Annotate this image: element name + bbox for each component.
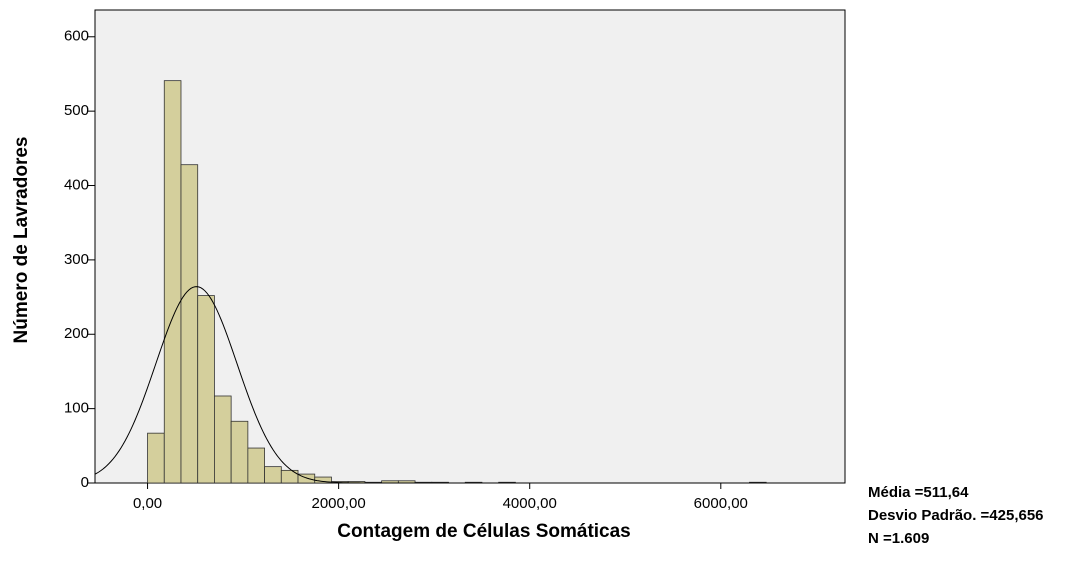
y-tick-label: 600	[64, 28, 89, 45]
y-tick-label: 400	[64, 176, 89, 193]
bar	[247, 447, 265, 483]
y-tick-label: 200	[64, 325, 89, 342]
x-tick-label: 0,00	[133, 495, 162, 512]
bar	[147, 432, 165, 483]
normal-curve	[95, 286, 845, 483]
y-tick-label: 0	[81, 474, 89, 491]
y-axis-label: Número de Lavradores	[11, 137, 32, 344]
y-tick-label: 300	[64, 251, 89, 268]
x-tick-label: 6000,00	[694, 495, 748, 512]
y-tick-label: 100	[64, 400, 89, 417]
bar	[163, 80, 182, 483]
y-tick-label: 500	[64, 102, 89, 119]
x-axis-label: Contagem de Células Somáticas	[337, 521, 631, 542]
bar	[197, 295, 215, 483]
bar	[230, 420, 249, 483]
plot-content	[95, 80, 845, 483]
bar	[180, 164, 199, 483]
bar	[214, 395, 232, 483]
x-tick-label: 4000,00	[503, 495, 557, 512]
bar	[264, 466, 282, 483]
stat-text: Média =511,64	[868, 484, 969, 501]
x-tick-label: 2000,00	[312, 495, 366, 512]
stat-text: N =1.609	[868, 530, 929, 547]
bar	[280, 469, 299, 483]
stat-text: Desvio Padrão. =425,656	[868, 507, 1044, 524]
